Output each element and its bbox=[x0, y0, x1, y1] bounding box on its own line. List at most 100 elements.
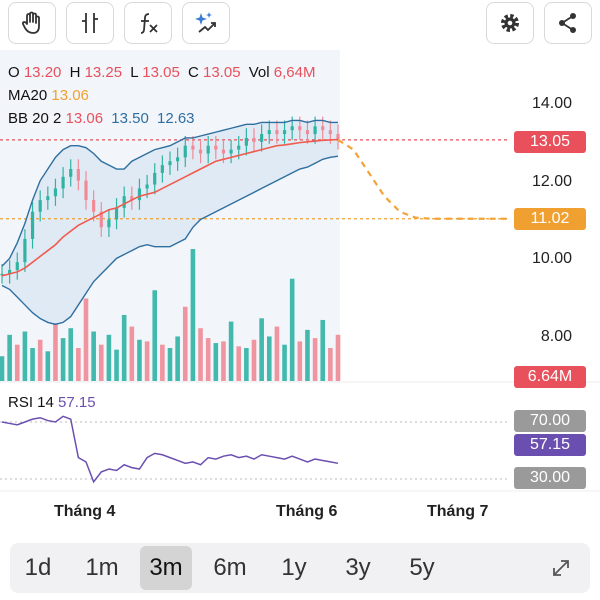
rsi-low-tag: 30.00 bbox=[514, 467, 586, 489]
volume-bar bbox=[160, 344, 165, 381]
candle-body bbox=[275, 130, 279, 135]
range-1m[interactable]: 1m bbox=[85, 554, 119, 581]
volume-bar bbox=[205, 338, 211, 381]
volume-bar bbox=[98, 344, 104, 381]
range-3m[interactable]: 3m bbox=[140, 546, 192, 590]
open-value: 13.20 bbox=[23, 64, 62, 81]
fullscreen-button[interactable] bbox=[535, 546, 587, 590]
last-price-tag: 13.05 bbox=[514, 131, 586, 153]
range-1y[interactable]: 1y bbox=[281, 554, 307, 581]
share-button[interactable] bbox=[544, 2, 592, 44]
ai-sparkle-icon bbox=[195, 12, 216, 33]
candle-body bbox=[99, 211, 103, 228]
bb-upper-value: 13.50 bbox=[111, 110, 149, 127]
volume-bar bbox=[83, 298, 89, 381]
candle-body bbox=[168, 161, 172, 166]
candle-body bbox=[130, 196, 134, 201]
volume-bar bbox=[251, 339, 257, 381]
price-axis-label: 8.00 bbox=[540, 328, 572, 345]
ma-legend: MA20 13.06 bbox=[8, 87, 89, 104]
candle-body bbox=[153, 172, 157, 185]
candle-body bbox=[30, 211, 35, 239]
volume-bar bbox=[53, 323, 58, 381]
forecast-line bbox=[337, 138, 508, 220]
bb-lower-line bbox=[1, 155, 339, 326]
candle-body bbox=[107, 219, 111, 228]
candle-body bbox=[76, 169, 80, 181]
range-1d[interactable]: 1d bbox=[24, 554, 52, 581]
candle-body bbox=[191, 145, 195, 150]
volume-bar bbox=[129, 326, 135, 381]
candle-body bbox=[176, 157, 180, 162]
rsi-legend: RSI 14 57.15 bbox=[8, 394, 96, 411]
range-5y[interactable]: 5y bbox=[409, 554, 435, 581]
candle-body bbox=[313, 126, 317, 135]
candle-body bbox=[46, 196, 50, 201]
high-value: 13.25 bbox=[84, 64, 123, 81]
candle-body bbox=[198, 149, 203, 154]
volume-bar bbox=[320, 319, 326, 381]
function-button[interactable] bbox=[124, 2, 172, 44]
volume-bar bbox=[282, 344, 287, 381]
volume-bar bbox=[244, 348, 249, 381]
candle-body bbox=[260, 134, 264, 142]
volume-bar bbox=[274, 326, 280, 381]
volume-bar bbox=[144, 341, 150, 381]
range-6m[interactable]: 6m bbox=[213, 554, 247, 581]
gear-icon bbox=[501, 14, 519, 32]
share-icon bbox=[559, 13, 576, 33]
candle-body bbox=[305, 130, 310, 135]
candle-body bbox=[15, 262, 19, 270]
candle-body bbox=[298, 126, 302, 131]
bb-legend: BB 20 2 13.06 13.50 12.63 bbox=[8, 110, 195, 127]
settings-button[interactable] bbox=[486, 2, 534, 44]
volume-bar bbox=[289, 278, 295, 381]
candle-body bbox=[267, 130, 271, 135]
volume-value: 6,64M bbox=[273, 64, 316, 81]
candle-body bbox=[206, 145, 210, 154]
volume-bar bbox=[221, 341, 226, 381]
volume-tag: 6.64M bbox=[514, 366, 586, 388]
range-3y[interactable]: 3y bbox=[345, 554, 371, 581]
candle-body bbox=[221, 149, 226, 154]
candle-body bbox=[23, 238, 27, 263]
price-axis-label: 10.00 bbox=[531, 250, 572, 267]
candle-body bbox=[160, 165, 164, 173]
volume-bar bbox=[91, 331, 96, 381]
volume-bar bbox=[312, 338, 318, 381]
volume-bar bbox=[182, 306, 188, 381]
ai-sparkle-button[interactable] bbox=[182, 2, 230, 44]
candle-body bbox=[214, 145, 218, 150]
volume-bar bbox=[22, 331, 28, 381]
candle-body bbox=[69, 169, 73, 177]
candle-body bbox=[282, 130, 287, 135]
range-selector bbox=[10, 543, 590, 593]
volume-bar bbox=[152, 290, 158, 381]
candle-body bbox=[92, 200, 96, 212]
volume-bar bbox=[167, 348, 173, 381]
candle-body bbox=[328, 130, 332, 135]
candle-body bbox=[252, 137, 256, 142]
volume-bar bbox=[228, 321, 234, 381]
bb-upper-line bbox=[1, 119, 338, 267]
volume-bar bbox=[114, 349, 119, 381]
candle-body bbox=[114, 207, 119, 220]
candle-body bbox=[122, 196, 126, 208]
candle-body bbox=[137, 188, 142, 201]
candle-body bbox=[237, 145, 241, 150]
volume-bar bbox=[60, 338, 66, 381]
volume-bar bbox=[37, 339, 43, 381]
volume-bar bbox=[305, 329, 310, 381]
volume-bar bbox=[0, 356, 5, 381]
volume-bar bbox=[7, 334, 12, 381]
volume-bar bbox=[68, 328, 74, 381]
volume-bar bbox=[14, 344, 20, 381]
price-chart[interactable] bbox=[0, 50, 600, 500]
candle-body bbox=[84, 180, 88, 201]
candlestick-button[interactable] bbox=[66, 2, 114, 44]
rsi-line bbox=[1, 415, 339, 484]
volume-bar bbox=[175, 336, 180, 381]
volume-bar bbox=[45, 351, 51, 381]
candle-body bbox=[8, 269, 12, 274]
crosshair-hand-button[interactable] bbox=[8, 2, 56, 44]
